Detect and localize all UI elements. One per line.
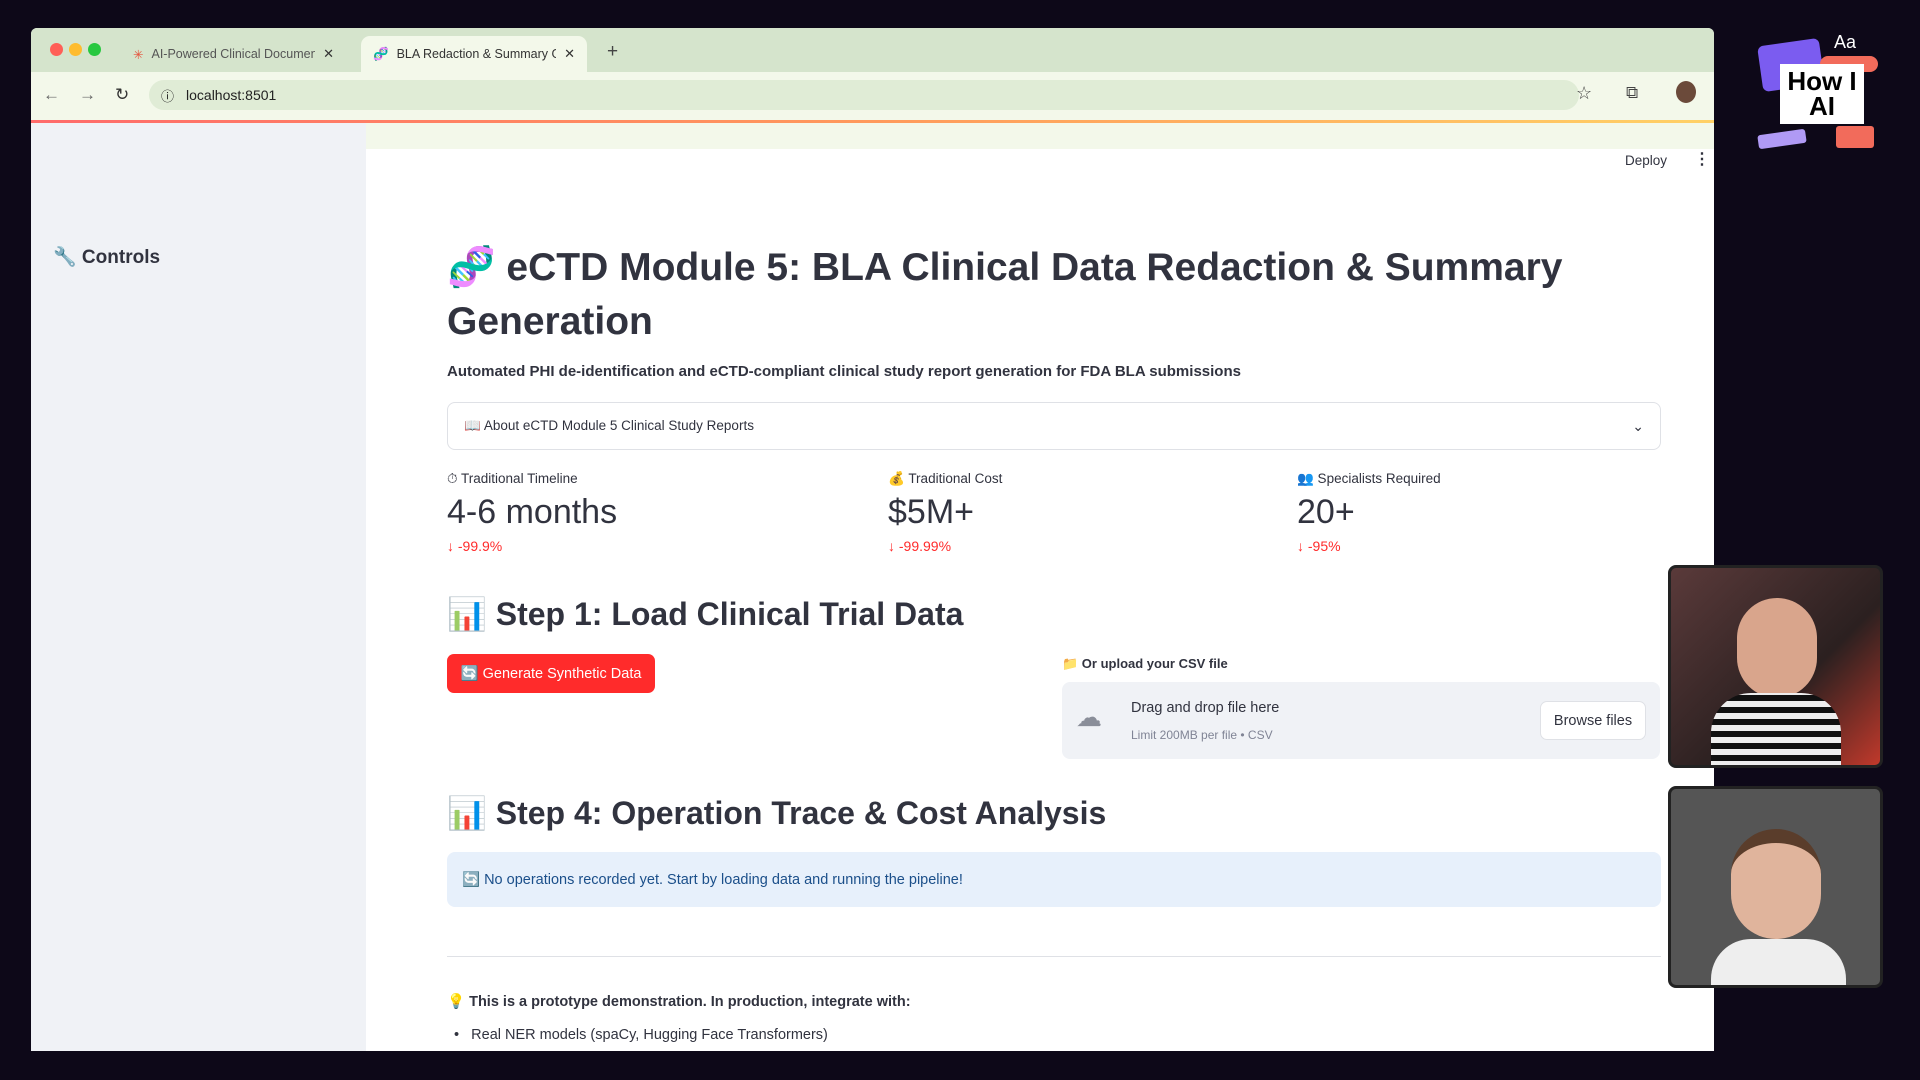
step4-heading: 📊 Step 4: Operation Trace & Cost Analysi…	[447, 795, 1107, 831]
profile-avatar[interactable]	[1676, 81, 1696, 103]
close-tab-icon[interactable]: ✕	[564, 46, 575, 61]
page-subtitle: Automated PHI de-identification and eCTD…	[447, 363, 1241, 380]
video-feed-guest	[1668, 786, 1883, 988]
forward-icon[interactable]: →	[79, 85, 96, 104]
dna-icon: 🧬	[373, 46, 389, 61]
page-title: 🧬 eCTD Module 5: BLA Clinical Data Redac…	[447, 246, 1563, 343]
site-info-icon[interactable]: ⓘ	[161, 88, 175, 104]
about-expander[interactable]: 📖 About eCTD Module 5 Clinical Study Rep…	[447, 402, 1661, 450]
tab-bar: ✳ AI-Powered Clinical Documen ✕ 🧬 BLA Re…	[31, 28, 1714, 72]
upload-label: 📁 Or upload your CSV file	[1062, 656, 1228, 671]
prototype-note: 💡 This is a prototype demonstration. In …	[447, 994, 911, 1010]
new-tab-button[interactable]: +	[607, 41, 619, 62]
bookmark-star-icon[interactable]: ☆	[1576, 83, 1593, 103]
file-dropzone[interactable]: ☁ Drag and drop file here Limit 200MB pe…	[1062, 682, 1660, 759]
arrow-down-icon: ↓	[888, 538, 895, 554]
metric-specialists: 👥 Specialists Required 20+ ↓ -95%	[1297, 471, 1441, 554]
extensions-icon[interactable]: ⧉	[1626, 83, 1639, 102]
browse-files-button[interactable]: Browse files	[1540, 701, 1646, 740]
divider	[447, 956, 1661, 957]
back-icon[interactable]: ←	[43, 85, 60, 104]
video-feed-host	[1668, 565, 1883, 768]
tab-bla-redaction[interactable]: 🧬 BLA Redaction & Summary G ✕	[361, 36, 587, 72]
close-window-button[interactable]	[50, 43, 63, 56]
metric-cost: 💰 Traditional Cost $5M+ ↓ -99.99%	[888, 471, 1003, 554]
metric-timeline: ⏱ Traditional Timeline 4-6 months ↓ -99.…	[447, 471, 618, 554]
asterisk-icon: ✳	[133, 47, 144, 62]
reload-icon[interactable]: ↻	[115, 85, 130, 104]
arrow-down-icon: ↓	[447, 538, 454, 554]
generate-synthetic-data-button[interactable]: 🔄 Generate Synthetic Data	[447, 654, 655, 693]
browser-window: ✳ AI-Powered Clinical Documen ✕ 🧬 BLA Re…	[31, 28, 1714, 1051]
address-bar[interactable]: ⓘ localhost:8501	[149, 80, 1579, 110]
sidebar-title: 🔧 Controls	[53, 247, 161, 268]
step1-heading: 📊 Step 1: Load Clinical Trial Data	[447, 596, 964, 632]
minimize-window-button[interactable]	[69, 43, 82, 56]
arrow-down-icon: ↓	[1297, 538, 1304, 554]
how-i-ai-logo: Aa How I AI	[1757, 32, 1888, 150]
maximize-window-button[interactable]	[88, 43, 101, 56]
close-tab-icon[interactable]: ✕	[323, 46, 334, 61]
sidebar: 🔧 Controls	[31, 123, 366, 1051]
list-item: • Real NER models (spaCy, Hugging Face T…	[454, 1027, 828, 1043]
dna-icon: 🧬	[447, 246, 496, 289]
deploy-button[interactable]: Deploy	[1624, 153, 1667, 168]
chevron-down-icon: ⌄	[1632, 417, 1644, 434]
info-alert: 🔄 No operations recorded yet. Start by l…	[447, 852, 1661, 907]
main-content: Deploy ⋮ 🧬 eCTD Module 5: BLA Clinical D…	[366, 123, 1714, 1051]
tab-clinical-documents[interactable]: ✳ AI-Powered Clinical Documen ✕	[133, 46, 334, 62]
main-menu-icon[interactable]: ⋮	[1694, 151, 1710, 168]
cloud-upload-icon: ☁	[1076, 702, 1102, 732]
loading-gradient-bar	[31, 120, 1714, 123]
